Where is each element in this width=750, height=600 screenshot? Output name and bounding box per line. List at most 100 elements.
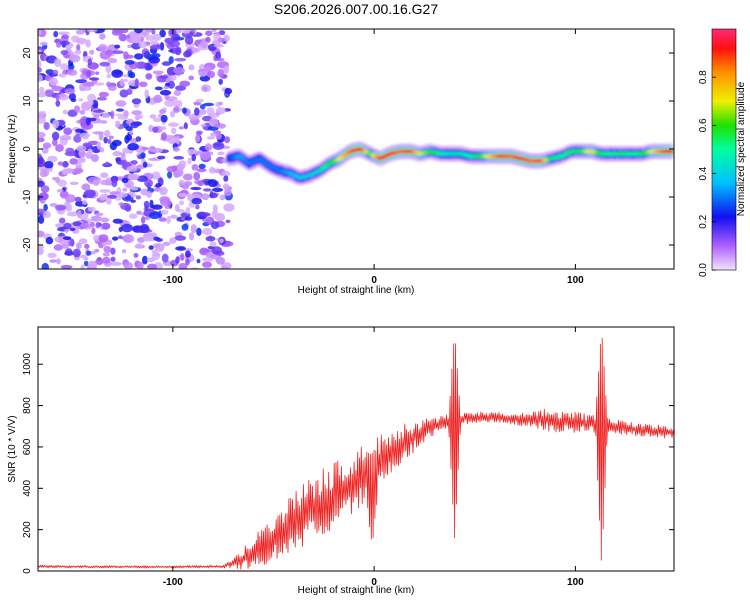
noise-blob <box>124 134 130 144</box>
noise-blob <box>135 61 148 69</box>
noise-blob <box>101 112 111 119</box>
noise-blob <box>224 87 233 95</box>
noise-blob <box>127 173 140 180</box>
y-tick-label: 1000 <box>22 353 33 376</box>
noise-blob <box>93 82 105 86</box>
y-tick-label: 10 <box>22 95 33 107</box>
noise-blob <box>86 69 92 79</box>
noise-blob <box>199 108 207 115</box>
noise-blob <box>115 113 124 117</box>
noise-blob <box>80 109 86 115</box>
noise-blob <box>38 247 44 256</box>
ridge-core <box>668 149 674 154</box>
noise-blob <box>61 34 70 39</box>
y-tick-label: 200 <box>22 521 33 538</box>
noise-blob <box>141 146 149 151</box>
noise-blob <box>100 217 110 223</box>
noise-blob <box>42 142 52 149</box>
noise-blob <box>103 245 112 253</box>
noise-blob <box>152 70 164 75</box>
noise-blob <box>43 122 50 130</box>
noise-blob <box>209 168 217 172</box>
y-tick-label: 400 <box>22 480 33 497</box>
noise-blob <box>134 29 143 34</box>
noise-blob <box>105 197 112 205</box>
noise-blob <box>38 131 46 138</box>
noise-blob <box>135 136 142 142</box>
noise-blob <box>57 161 64 166</box>
noise-blob <box>111 139 122 147</box>
noise-blob <box>86 250 92 256</box>
noise-blob <box>84 82 95 86</box>
noise-blob <box>178 263 188 269</box>
noise-blob <box>188 64 195 71</box>
noise-blob <box>47 155 58 163</box>
noise-blob <box>167 80 175 89</box>
noise-blob <box>105 49 113 56</box>
noise-blob <box>163 85 169 90</box>
noise-blob <box>144 215 150 221</box>
noise-blob <box>185 250 191 258</box>
noise-blob <box>106 81 111 88</box>
noise-blob <box>193 101 202 106</box>
noise-blob <box>78 149 86 158</box>
colorbar: 0.0 0.2 0.4 0.6 0.8 Normalized spectral ampl… <box>698 28 747 277</box>
noise-blob <box>159 29 166 38</box>
noise-blob <box>110 261 122 266</box>
noise-blob <box>140 152 146 159</box>
noise-blob <box>38 67 42 73</box>
noise-blob <box>213 44 224 48</box>
noise-blob <box>79 86 92 91</box>
noise-blob <box>38 111 44 119</box>
noise-blob <box>60 264 73 269</box>
noise-blob <box>64 228 69 233</box>
noise-blob <box>65 203 73 212</box>
noise-blob <box>215 51 221 61</box>
noise-blob <box>114 44 121 49</box>
noise-blob <box>86 100 94 106</box>
noise-blob <box>170 127 177 135</box>
noise-blob <box>199 212 211 217</box>
noise-blob <box>130 199 136 203</box>
noise-blob <box>104 129 111 138</box>
noise-blob <box>62 236 72 241</box>
noise-blob <box>195 134 201 143</box>
noise-blob <box>61 244 69 249</box>
noise-blob <box>191 164 199 171</box>
noise-blob <box>112 50 124 54</box>
noise-blob <box>117 115 128 120</box>
noise-blob <box>164 82 170 87</box>
colorbar-label: Normalized spectral amplitude <box>736 81 747 216</box>
noise-blob <box>39 41 48 46</box>
noise-blob <box>184 248 194 252</box>
noise-blob <box>41 262 49 269</box>
noise-blob <box>112 151 122 157</box>
noise-blob <box>112 236 119 241</box>
noise-blob <box>64 251 74 256</box>
noise-blob <box>44 89 55 97</box>
noise-blob <box>197 150 203 154</box>
noise-blob <box>55 204 67 211</box>
noise-blob <box>67 69 78 76</box>
noise-blob <box>56 189 64 193</box>
noise-blob <box>92 131 105 135</box>
noise-blob <box>116 108 124 112</box>
noise-blob <box>89 49 95 55</box>
noise-blob <box>38 156 44 165</box>
noise-blob <box>103 136 108 144</box>
y-tick-label: -10 <box>22 189 33 204</box>
noise-blob <box>55 100 61 107</box>
noise-blob <box>84 243 90 249</box>
colorbar-tick-label: 0.4 <box>698 166 709 180</box>
noise-blob <box>111 69 123 78</box>
noise-blob <box>59 63 69 71</box>
noise-blob <box>107 194 117 199</box>
noise-blob <box>160 126 167 130</box>
noise-blob <box>38 92 47 98</box>
noise-blob <box>194 107 200 116</box>
noise-blob <box>73 105 81 113</box>
noise-blob <box>58 217 66 224</box>
noise-blob <box>59 40 70 46</box>
noise-blob <box>202 188 212 192</box>
noise-blob <box>49 77 59 86</box>
